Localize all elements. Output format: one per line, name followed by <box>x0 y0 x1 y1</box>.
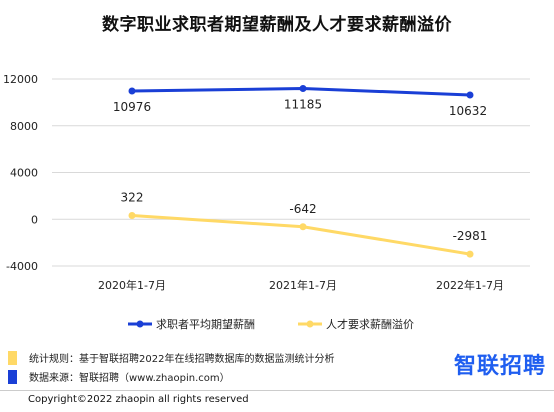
legend-label: 人才要求薪酬溢价 <box>326 317 414 331</box>
note-data-source-text: 数据来源：智联招聘（www.zhaopin.com） <box>29 373 230 384</box>
note-swatch-yellow <box>8 350 17 365</box>
data-label: 11185 <box>284 98 322 112</box>
series-line <box>131 213 471 256</box>
footer-divider <box>0 390 554 391</box>
data-label: 322 <box>121 190 144 204</box>
data-label: 10976 <box>113 100 151 114</box>
x-tick-label: 2022年1-7月 <box>436 278 504 292</box>
line-chart: -4000 0 4000 8000 12000 2020年1-7月 2021年1-7月 20… <box>3 73 530 331</box>
y-tick-label: 0 <box>31 213 38 226</box>
legend-label: 求职者平均期望薪酬 <box>156 318 255 331</box>
y-tick-label: 12000 <box>3 73 38 86</box>
note-stat-rule: 统计规则：基于智联招聘2022年在线招聘数据库的数据监测统计分析 <box>8 350 334 365</box>
note-swatch-blue <box>8 369 17 384</box>
y-tick-label: 4000 <box>10 167 38 180</box>
data-point <box>128 87 136 95</box>
data-point <box>466 250 474 258</box>
chart-title: 数字职业求职者期望薪酬及人才要求薪酬溢价 <box>102 15 452 35</box>
copyright-text: Copyright©2022 zhaopin all rights reserv… <box>28 394 249 405</box>
x-tick-label: 2021年1-7月 <box>269 278 337 292</box>
data-label: 10632 <box>449 104 487 118</box>
data-point <box>299 85 307 93</box>
data-point <box>128 211 136 219</box>
data-point <box>299 223 307 231</box>
y-tick-label: -4000 <box>6 260 38 273</box>
legend-marker <box>306 320 314 328</box>
data-point <box>466 91 474 99</box>
data-label: -642 <box>289 202 316 216</box>
legend-marker <box>136 320 144 328</box>
y-tick-label: 8000 <box>10 120 38 133</box>
x-tick-label: 2020年1-7月 <box>98 278 166 292</box>
data-label: -2981 <box>453 229 488 243</box>
note-data-source: 数据来源：智联招聘（www.zhaopin.com） <box>8 369 230 384</box>
note-stat-rule-text: 统计规则：基于智联招聘2022年在线招聘数据库的数据监测统计分析 <box>29 354 335 365</box>
zhaopin-logo: 智联招聘 <box>453 354 546 379</box>
